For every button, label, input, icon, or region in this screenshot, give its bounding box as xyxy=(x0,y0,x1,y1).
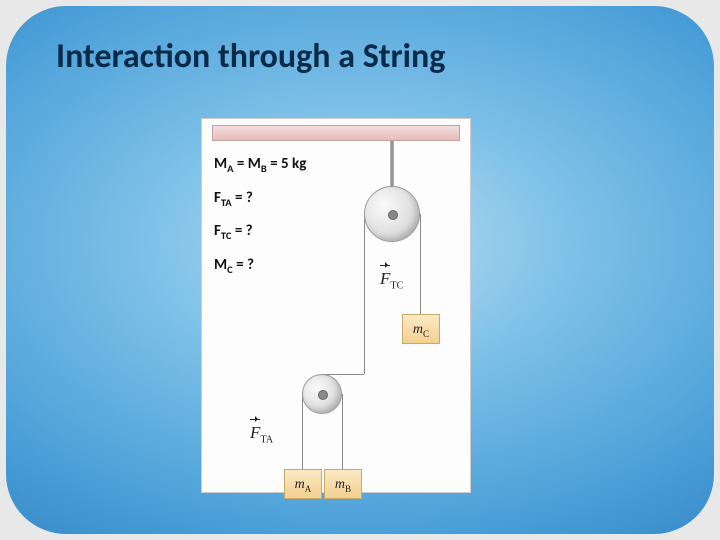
eq-mass: MA = MB = 5 kg xyxy=(214,157,306,175)
box-mb: mB xyxy=(324,469,362,499)
ceiling-bar xyxy=(212,125,460,141)
slide-title: Interaction through a String xyxy=(56,36,445,77)
pulley-top xyxy=(364,186,420,242)
eq-ftc: FTC = ? xyxy=(214,224,306,242)
box-ma: mA xyxy=(284,469,322,499)
label-ftc: FTC xyxy=(380,269,403,291)
string-top-right xyxy=(420,214,421,314)
string-p2-left xyxy=(302,394,303,469)
string-p2-right xyxy=(342,394,343,469)
equations-panel: MA = MB = 5 kg FTA = ? FTC = ? MC = ? xyxy=(214,157,306,291)
box-mc: mC xyxy=(402,314,440,344)
pulley-bottom xyxy=(302,374,342,414)
pulley-hanger xyxy=(390,141,394,187)
eq-fta: FTA = ? xyxy=(214,191,306,209)
string-top-left xyxy=(364,214,365,374)
eq-mc: MC = ? xyxy=(214,258,306,276)
physics-diagram: MA = MB = 5 kg FTA = ? FTC = ? MC = ? FT… xyxy=(201,118,471,493)
label-fta: FTA xyxy=(250,423,273,445)
slide-background: Interaction through a String MA = MB = 5… xyxy=(6,6,714,534)
